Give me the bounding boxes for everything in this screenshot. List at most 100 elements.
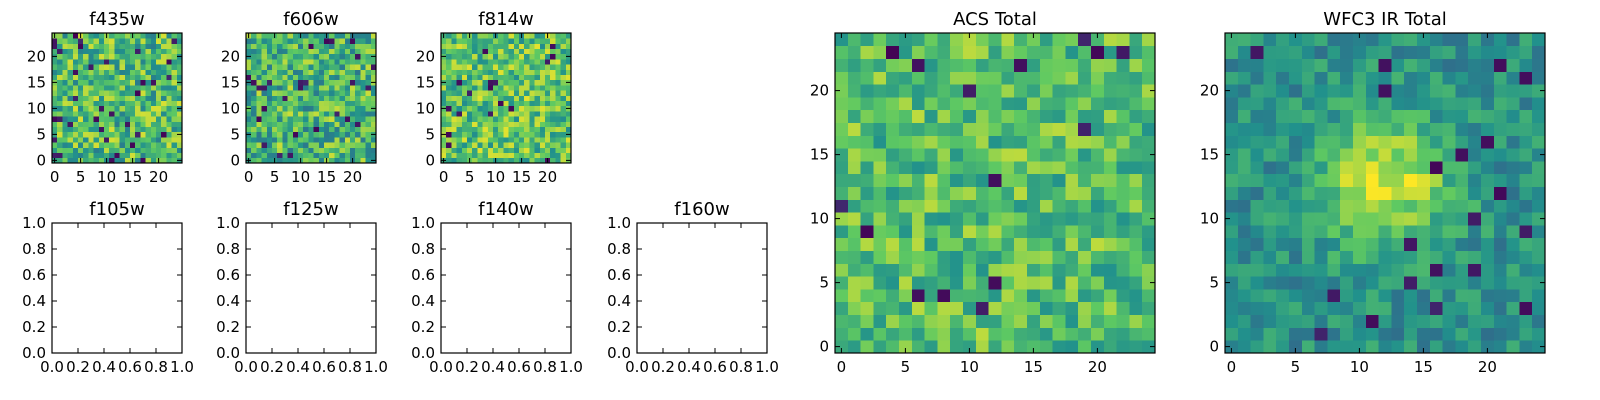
- heatmap-cell: [451, 38, 457, 44]
- heatmap-cell: [135, 100, 141, 107]
- heatmap-cell: [1276, 225, 1290, 239]
- heatmap-cell: [344, 59, 351, 65]
- heatmap-cell: [924, 301, 938, 315]
- heatmap-cell: [886, 263, 900, 277]
- heatmap-cell: [1442, 225, 1456, 239]
- heatmap-cell: [313, 64, 320, 70]
- heatmap-cell: [308, 137, 314, 143]
- heatmap-cell: [911, 148, 925, 162]
- heatmap-cell: [287, 43, 294, 49]
- heatmap-cell: [52, 69, 58, 75]
- heatmap-cell: [93, 64, 100, 70]
- heatmap-cell: [950, 161, 964, 175]
- heatmap-cell: [88, 64, 94, 70]
- heatmap-cell: [847, 225, 861, 239]
- heatmap-cell: [1519, 97, 1533, 111]
- heatmap-cell: [1404, 135, 1418, 149]
- heatmap-cell: [560, 90, 567, 96]
- heatmap-cell: [1091, 340, 1105, 354]
- heatmap-cell: [446, 147, 452, 153]
- heatmap-cell: [114, 147, 120, 153]
- heatmap-cell: [308, 43, 314, 49]
- heatmap-cell: [519, 90, 525, 96]
- heatmap-cell: [508, 59, 515, 65]
- heatmap-cell: [529, 121, 535, 127]
- heatmap-cell: [835, 301, 849, 315]
- heatmap-cell: [847, 314, 861, 328]
- heatmap-cell: [1001, 289, 1015, 303]
- heatmap-cell: [1001, 301, 1015, 315]
- y-tick-label: 0.4: [216, 292, 240, 310]
- heatmap-cell: [950, 340, 964, 354]
- heatmap-cell: [109, 111, 115, 117]
- heatmap-cell: [67, 59, 74, 65]
- heatmap-cell: [451, 90, 457, 96]
- heatmap-cell: [57, 90, 63, 96]
- heatmap-cell: [1078, 212, 1092, 226]
- heatmap-cell: [1493, 199, 1507, 213]
- heatmap-cell: [860, 97, 874, 111]
- heatmap-cell: [873, 161, 887, 175]
- heatmap-cell: [109, 152, 115, 159]
- heatmap-cell: [508, 69, 515, 75]
- heatmap-cell: [451, 142, 457, 148]
- heatmap-cell: [1353, 263, 1367, 277]
- heatmap-cell: [344, 79, 351, 86]
- heatmap-cell: [950, 122, 964, 136]
- heatmap-cell: [1327, 122, 1341, 136]
- heatmap-cell: [166, 116, 172, 122]
- heatmap-cell: [135, 59, 141, 65]
- heatmap-cell: [1365, 33, 1379, 47]
- heatmap-cell: [503, 111, 509, 117]
- heatmap-cell: [334, 100, 340, 107]
- heatmap-cell: [256, 48, 262, 55]
- heatmap-cell: [1493, 148, 1507, 162]
- heatmap-cell: [508, 126, 515, 133]
- heatmap-cell: [88, 157, 94, 164]
- heatmap-cell: [1225, 58, 1239, 72]
- heatmap-cell: [1091, 58, 1105, 72]
- heatmap-cell: [344, 64, 351, 70]
- heatmap-cell: [1065, 263, 1079, 277]
- heatmap-cell: [911, 109, 925, 123]
- heatmap-cell: [550, 90, 556, 96]
- heatmap-cell: [318, 69, 325, 75]
- heatmap-cell: [873, 45, 887, 59]
- heatmap-cell: [313, 59, 320, 65]
- heatmap-cell: [365, 111, 372, 117]
- heatmap-cell: [560, 100, 567, 107]
- heatmap-cell: [446, 69, 452, 75]
- heatmap-cell: [1404, 84, 1418, 98]
- heatmap-cell: [1340, 237, 1354, 251]
- heatmap-cell: [937, 301, 951, 315]
- heatmap-cell: [104, 111, 110, 117]
- heatmap-cell: [78, 90, 84, 96]
- heatmap-cell: [1391, 301, 1405, 315]
- heatmap-cell: [1404, 161, 1418, 175]
- heatmap-cell: [1001, 276, 1015, 290]
- heatmap-cell: [334, 53, 340, 60]
- heatmap-cell: [150, 59, 157, 65]
- heatmap-cell: [461, 53, 468, 60]
- heatmap-cell: [1276, 314, 1290, 328]
- heatmap-cell: [565, 147, 572, 153]
- heatmap-cell: [472, 69, 478, 75]
- heatmap-cell: [1237, 237, 1251, 251]
- y-tick-label: 10: [27, 99, 46, 117]
- heatmap-cell: [1532, 186, 1546, 200]
- heatmap-cell: [482, 69, 489, 75]
- heatmap-cell: [975, 173, 989, 187]
- heatmap-cell: [1391, 58, 1405, 72]
- heatmap-cell: [446, 105, 452, 112]
- heatmap-cell: [539, 79, 546, 86]
- heatmap-cell: [266, 100, 273, 107]
- heatmap-cell: [88, 126, 94, 133]
- heatmap-cell: [441, 100, 447, 107]
- heatmap-cell: [1340, 199, 1354, 213]
- heatmap-cell: [1091, 33, 1105, 47]
- heatmap-cell: [62, 59, 68, 65]
- heatmap-cell: [560, 142, 567, 148]
- heatmap-cell: [555, 79, 561, 86]
- heatmap-cell: [911, 33, 925, 47]
